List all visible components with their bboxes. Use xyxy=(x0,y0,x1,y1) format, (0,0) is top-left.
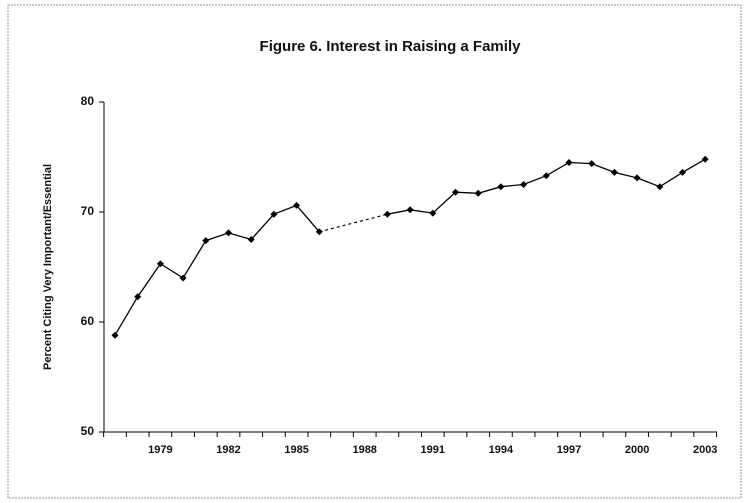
point xyxy=(270,210,278,218)
point xyxy=(474,189,482,197)
point xyxy=(225,229,232,237)
y-tick-label: 60 xyxy=(81,314,95,328)
point xyxy=(520,181,528,188)
point xyxy=(679,168,686,176)
point xyxy=(656,183,664,191)
x-tick-label: 1991 xyxy=(421,444,445,456)
point xyxy=(429,209,437,217)
point xyxy=(633,174,641,182)
x-tick-label: 1997 xyxy=(557,444,581,456)
point xyxy=(406,206,414,214)
point xyxy=(111,331,119,339)
point xyxy=(293,201,301,209)
point xyxy=(497,183,505,191)
point xyxy=(542,172,550,180)
x-tick-label: 1994 xyxy=(489,444,514,456)
point xyxy=(565,159,573,166)
point xyxy=(134,293,142,301)
line xyxy=(114,158,706,336)
point xyxy=(610,168,618,176)
point xyxy=(588,160,596,168)
frame xyxy=(7,4,742,499)
point xyxy=(247,236,255,243)
point xyxy=(202,237,210,245)
chart-title: Figure 6. Interest in Raising a Family xyxy=(260,38,522,55)
point xyxy=(701,155,709,163)
point xyxy=(179,274,187,282)
x-tick-label: 1982 xyxy=(216,444,240,456)
x-tick-label: 2003 xyxy=(693,444,717,456)
point xyxy=(452,188,459,196)
x-tick-label: 1985 xyxy=(284,444,308,456)
y-axis-label: Percent Citing Very Important/Essential xyxy=(42,164,54,370)
x-tick-label: 1979 xyxy=(148,444,172,456)
y-tick-label: 50 xyxy=(81,424,95,438)
y-tick-label: 80 xyxy=(81,94,95,108)
x-tick-label: 2000 xyxy=(625,444,649,456)
x-tick-label: 1988 xyxy=(352,444,376,456)
point xyxy=(315,228,323,236)
point xyxy=(383,210,391,218)
gap-connector xyxy=(319,213,388,233)
point xyxy=(156,260,164,268)
y-tick-label: 70 xyxy=(81,204,95,218)
